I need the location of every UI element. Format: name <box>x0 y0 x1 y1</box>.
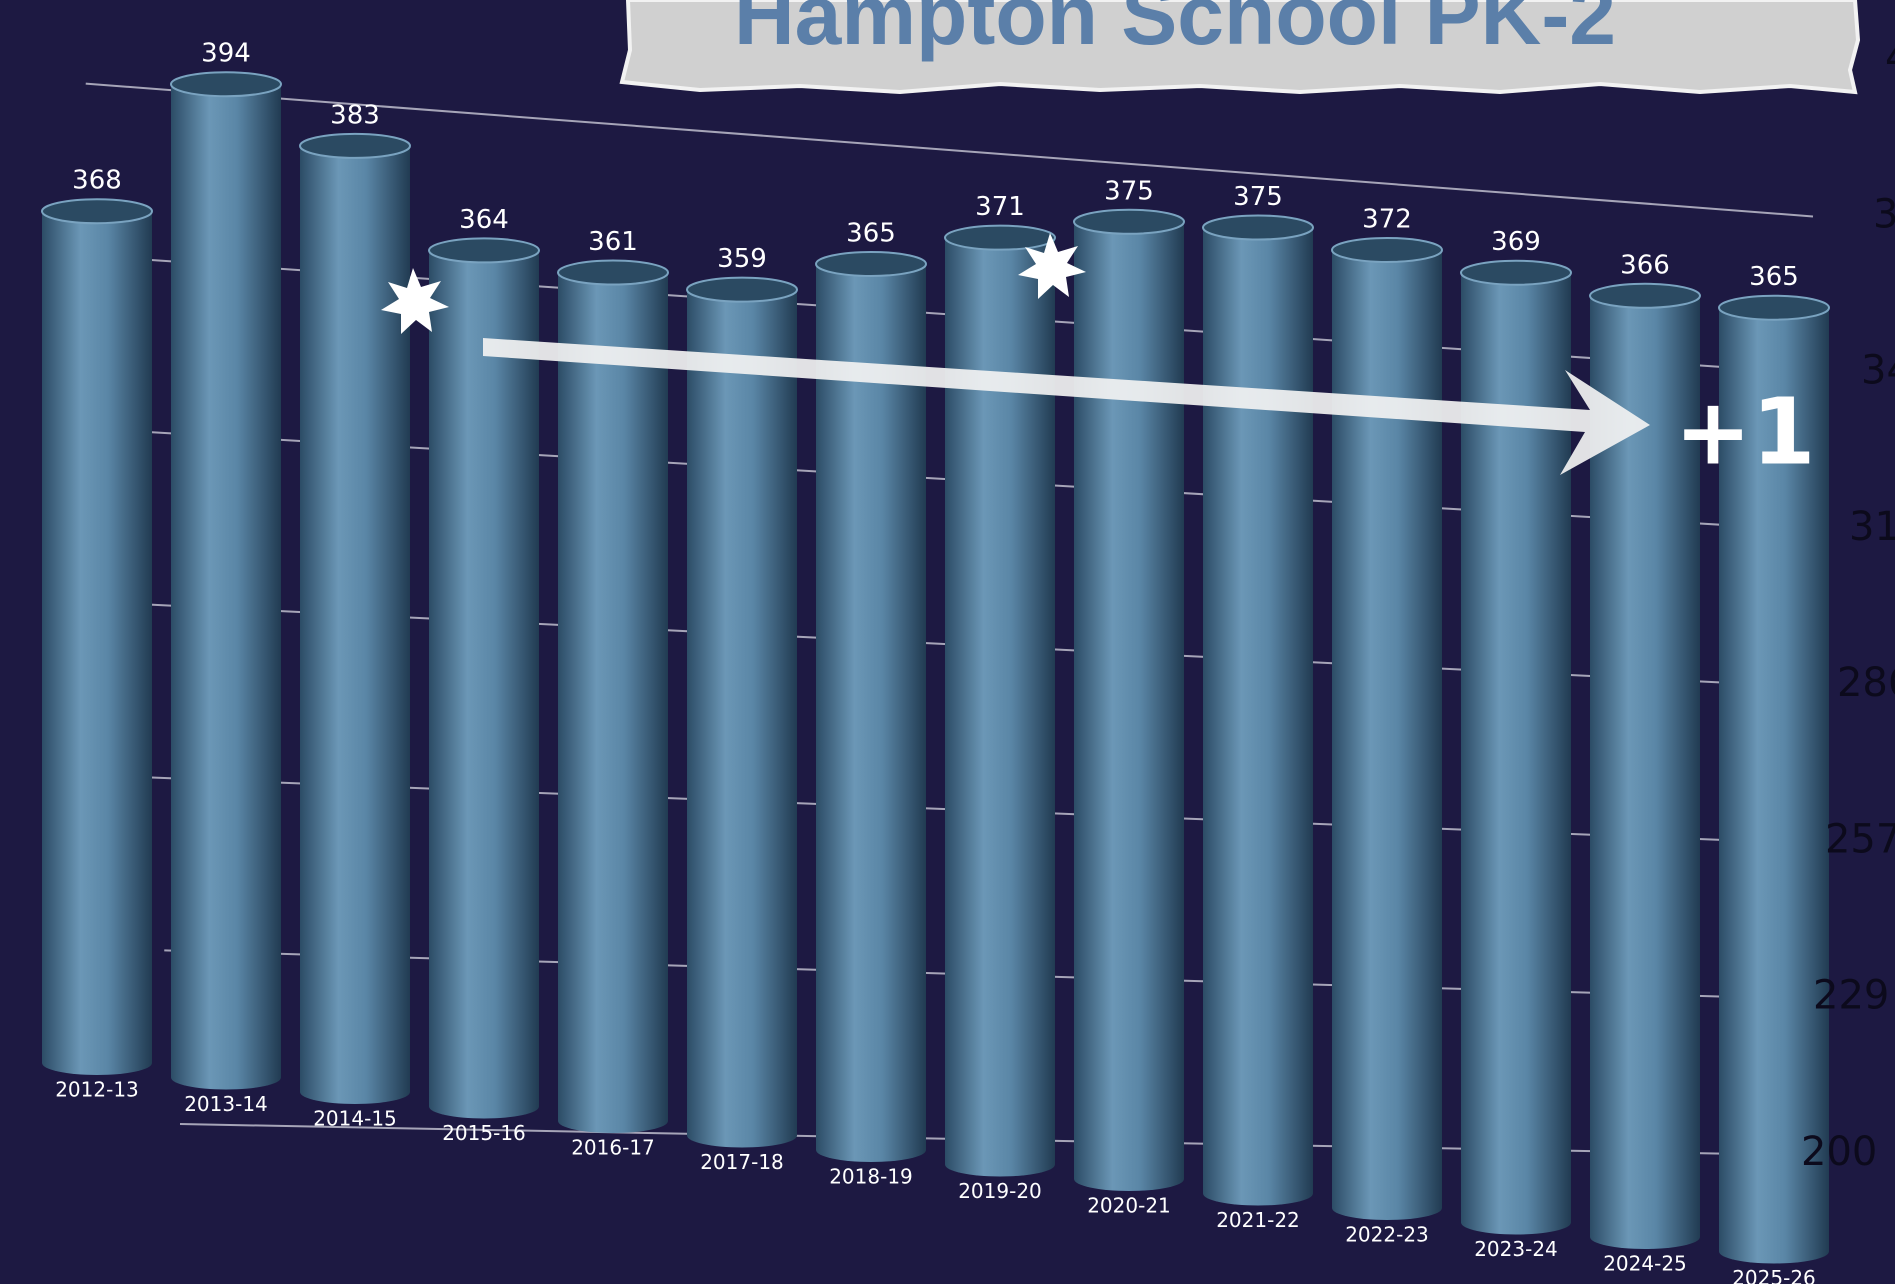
bar-top <box>1074 210 1184 234</box>
page: {"chart_data": {"type": "bar", "title": … <box>0 0 1895 1284</box>
bar-top <box>1461 261 1571 285</box>
x-tick-label: 2017-18 <box>700 1150 784 1174</box>
data-label: 369 <box>1491 227 1541 257</box>
data-label: 371 <box>975 192 1025 222</box>
bar-top <box>558 261 668 285</box>
x-tick-label: 2019-20 <box>958 1179 1042 1203</box>
bar-top <box>687 278 797 302</box>
bars <box>42 72 1829 1263</box>
bar <box>816 264 926 1162</box>
bar-group <box>816 252 926 1162</box>
bar-top <box>300 134 410 158</box>
y-tick-label: 286 <box>1837 660 1895 706</box>
bar-group <box>1332 238 1442 1220</box>
x-tick-label: 2021-22 <box>1216 1208 1300 1232</box>
bar-group <box>945 226 1055 1177</box>
bar <box>171 84 281 1089</box>
data-label: 394 <box>201 39 251 69</box>
bar-top <box>171 72 281 96</box>
bar-group <box>687 278 797 1148</box>
y-tick-label: 314 <box>1849 504 1895 550</box>
bar-top <box>1590 284 1700 308</box>
y-tick-label: 229 <box>1813 973 1889 1019</box>
x-tick-label: 2016-17 <box>571 1136 655 1160</box>
bar <box>42 211 152 1075</box>
data-label: 368 <box>72 166 122 196</box>
y-tick-label: 200 <box>1801 1129 1877 1175</box>
bar <box>558 273 668 1133</box>
x-tick-label: 2023-24 <box>1474 1237 1558 1261</box>
x-tick-label: 2024-25 <box>1603 1252 1687 1276</box>
annotation: +1 <box>1674 378 1815 485</box>
data-label: 366 <box>1620 250 1670 280</box>
x-tick-label: 2014-15 <box>313 1107 397 1131</box>
data-label: 359 <box>717 244 767 274</box>
bar-group <box>429 238 539 1118</box>
data-label: 365 <box>846 218 896 248</box>
x-tick-label: 2013-14 <box>184 1092 268 1116</box>
bar <box>687 290 797 1148</box>
bar-group <box>558 261 668 1133</box>
x-tick-label: 2012-13 <box>55 1078 139 1102</box>
bar-top <box>945 226 1055 250</box>
bar-group <box>1203 216 1313 1206</box>
y-tick-label: 400 <box>1885 35 1895 81</box>
bar <box>1074 222 1184 1191</box>
bar-top <box>429 238 539 262</box>
y-tick-label: 257 <box>1825 817 1895 863</box>
y-tick-label: 371 <box>1873 191 1895 237</box>
x-tick-label: 2020-21 <box>1087 1194 1171 1218</box>
bar-group <box>300 134 410 1104</box>
x-tick-label: 2015-16 <box>442 1121 526 1145</box>
x-tick-label: 2018-19 <box>829 1165 913 1189</box>
x-tick-label: 2025-26 <box>1732 1266 1816 1284</box>
title-banner: Hampton School PK-2 <box>622 0 1858 92</box>
bar-top <box>1203 216 1313 240</box>
bar-top <box>1332 238 1442 262</box>
data-label: 364 <box>459 205 509 235</box>
chart: Hampton School PK-2 +1 200 229 257 286 314 34… <box>0 0 1895 1284</box>
data-label: 372 <box>1362 204 1412 234</box>
data-label: 365 <box>1749 262 1799 292</box>
bar-top <box>816 252 926 276</box>
x-tick-label: 2022-23 <box>1345 1223 1429 1247</box>
bar-top <box>1719 296 1829 320</box>
bar-group <box>1074 210 1184 1191</box>
bar <box>429 250 539 1118</box>
data-label: 375 <box>1104 176 1154 206</box>
bar-top <box>42 199 152 223</box>
data-label: 383 <box>330 100 380 130</box>
data-label: 361 <box>588 227 638 257</box>
bar-group <box>42 199 152 1075</box>
chart-title: Hampton School PK-2 <box>734 0 1616 62</box>
data-label: 375 <box>1233 182 1283 212</box>
y-tick-label: 343 <box>1861 347 1895 393</box>
bar <box>1203 228 1313 1206</box>
bar-group <box>171 72 281 1089</box>
